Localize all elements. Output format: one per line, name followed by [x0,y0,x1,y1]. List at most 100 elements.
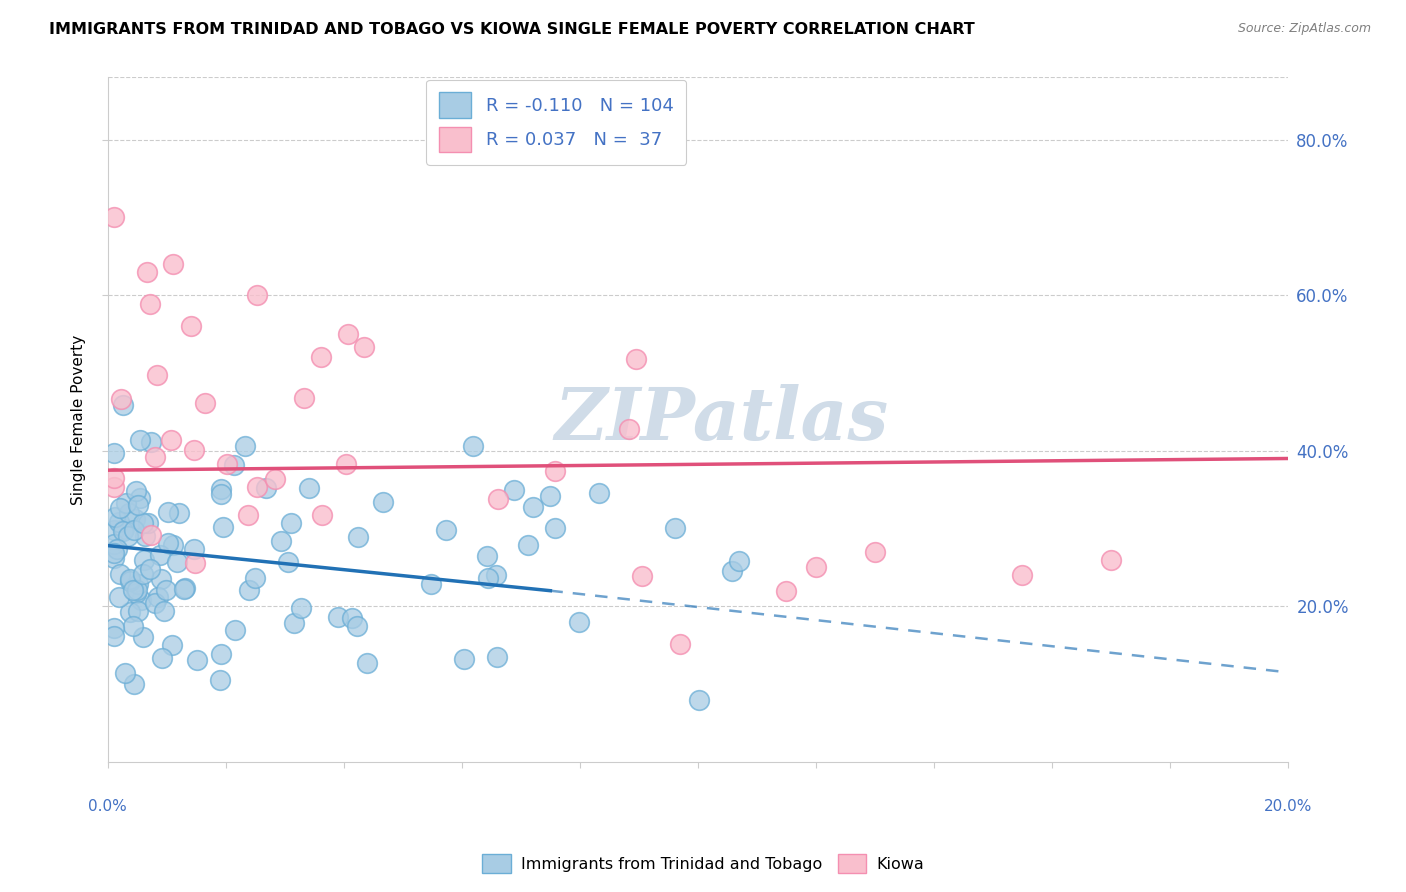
Point [162,537,184,551]
Point [1099,552,1122,566]
Point [136,265,159,279]
Point [246,288,269,302]
Point [118,506,141,520]
Point [117,529,139,543]
Point [311,508,333,523]
Point [122,619,145,633]
Point [270,534,292,549]
Point [134,553,156,567]
Point [132,630,155,644]
Point [544,521,567,535]
Point [254,481,277,495]
Point [356,657,378,671]
Point [134,529,156,543]
Point [630,568,652,582]
Point [245,481,267,495]
Point [139,561,162,575]
Point [148,590,170,604]
Point [238,582,260,597]
Point [103,480,125,494]
Point [1011,568,1033,582]
Point [103,546,125,560]
Point [112,522,135,536]
Point [775,583,797,598]
Point [149,548,172,562]
Point [233,439,256,453]
Point [136,516,159,531]
Point [125,586,148,600]
Point [688,693,710,707]
Point [146,368,169,383]
Point [340,611,363,625]
Point [105,541,128,556]
Point [162,257,184,271]
Point [215,458,238,472]
Point [298,482,321,496]
Point [224,623,246,637]
Point [434,524,457,538]
Point [477,571,499,585]
Point [346,619,368,633]
Text: Source: ZipAtlas.com: Source: ZipAtlas.com [1237,22,1371,36]
Point [183,442,205,457]
Point [486,491,509,506]
Point [153,604,176,618]
Point [209,486,232,500]
Point [624,352,647,367]
Point [485,568,508,582]
Point [155,583,177,598]
Point [128,433,150,447]
Point [453,651,475,665]
Point [463,438,485,452]
Point [347,530,370,544]
Point [111,398,134,412]
Text: IMMIGRANTS FROM TRINIDAD AND TOBAGO VS KIOWA SINGLE FEMALE POVERTY CORRELATION C: IMMIGRANTS FROM TRINIDAD AND TOBAGO VS K… [49,22,974,37]
Point [243,571,266,585]
Point [420,577,443,591]
Point [103,471,125,485]
Point [664,521,686,535]
Point [292,391,315,405]
Point [183,541,205,556]
Point [129,593,152,607]
Point [131,516,153,530]
Point [309,350,332,364]
Point [209,647,232,661]
Point [208,673,231,687]
Legend: R = -0.110   N = 104, R = 0.037   N =  37: R = -0.110 N = 104, R = 0.037 N = 37 [426,79,686,165]
Point [503,483,526,498]
Point [280,516,302,530]
Point [141,528,163,542]
Point [103,537,125,551]
Point [186,653,208,667]
Point [103,510,125,524]
Text: ZIPatlas: ZIPatlas [554,384,889,455]
Point [118,572,141,586]
Point [108,516,131,530]
Text: 20.0%: 20.0% [1264,799,1312,814]
Point [353,340,375,354]
Point [544,464,567,478]
Point [669,636,692,650]
Point [132,566,155,581]
Point [110,501,132,516]
Point [103,523,125,537]
Point [336,327,359,342]
Point [127,498,149,512]
Y-axis label: Single Female Poverty: Single Female Poverty [72,334,86,505]
Point [127,576,149,591]
Point [103,446,125,460]
Point [143,596,166,610]
Point [263,472,285,486]
Point [160,638,183,652]
Point [159,433,181,447]
Point [122,524,145,538]
Point [290,600,312,615]
Point [122,583,145,598]
Point [180,319,202,334]
Point [588,486,610,500]
Point [167,506,190,520]
Point [122,677,145,691]
Point [522,500,544,515]
Point [124,512,146,526]
